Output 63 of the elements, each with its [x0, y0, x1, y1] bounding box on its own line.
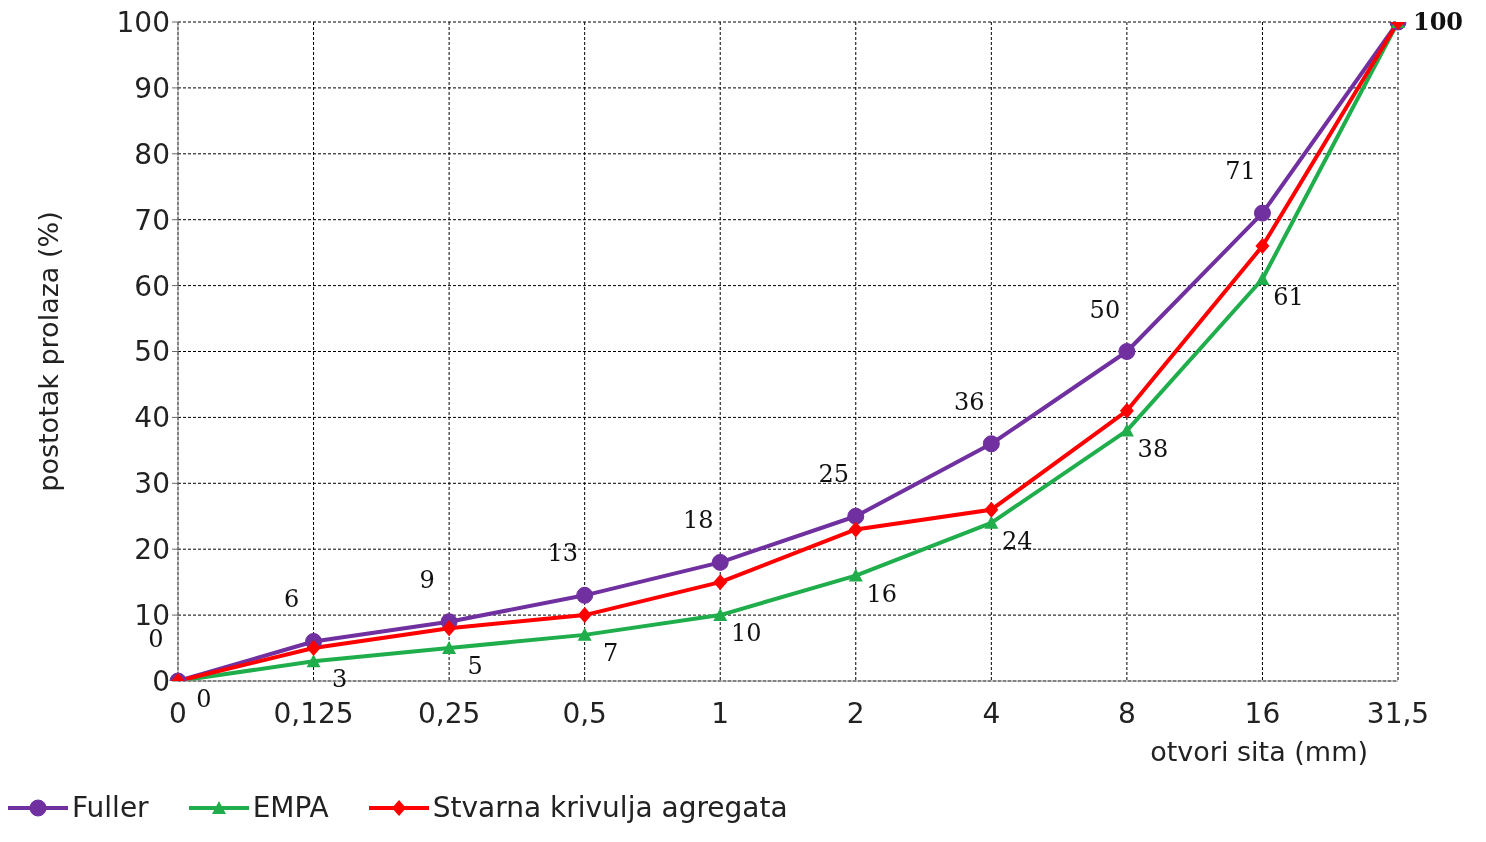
- point: [984, 501, 999, 518]
- y-tick-label: 0: [152, 664, 170, 698]
- point: [442, 620, 457, 637]
- point: [576, 586, 594, 604]
- data-label: 100: [1412, 7, 1464, 36]
- data-label: 7: [603, 638, 619, 667]
- x-axis-title: otvori sita (mm): [1150, 736, 1368, 767]
- y-tick-label: 20: [134, 533, 170, 567]
- data-label: 36: [954, 387, 985, 416]
- x-tick-label: 31,5: [1366, 696, 1430, 730]
- point: [1253, 204, 1271, 222]
- legend-label: EMPA: [252, 791, 329, 824]
- data-label: 5: [467, 652, 483, 681]
- point: [711, 553, 729, 571]
- data-label: 38: [1137, 434, 1169, 463]
- y-tick-label: 70: [134, 203, 170, 237]
- x-tick-label: 1: [711, 696, 730, 730]
- y-tick-label: 50: [134, 335, 170, 369]
- data-label: 9: [419, 565, 435, 594]
- x-tick-label: 16: [1244, 696, 1281, 730]
- data-label: 24: [1002, 526, 1033, 555]
- x-tick-label: 0,25: [417, 696, 481, 730]
- x-tick-label: 0,125: [273, 696, 354, 730]
- point: [984, 515, 999, 529]
- y-tick-label: 100: [116, 5, 170, 39]
- data-label: 50: [1089, 295, 1121, 324]
- point: [1119, 402, 1134, 419]
- point: [847, 507, 865, 525]
- y-tick-label: 40: [134, 401, 170, 435]
- point: [577, 607, 592, 624]
- point: [982, 435, 1000, 453]
- data-label: 18: [682, 506, 714, 535]
- data-label: 10: [730, 619, 762, 648]
- point: [713, 608, 728, 622]
- legend-label: Fuller: [72, 791, 149, 824]
- point: [1119, 423, 1134, 437]
- x-tick-label: 4: [982, 696, 1001, 730]
- point: [306, 640, 321, 657]
- y-tick-label: 90: [134, 71, 170, 105]
- data-label: 61: [1273, 283, 1304, 312]
- point: [442, 641, 457, 655]
- y-tick-label: 80: [134, 137, 170, 171]
- data-label: 71: [1225, 157, 1256, 186]
- x-tick-label: 0,5: [562, 696, 607, 730]
- point: [1118, 343, 1136, 360]
- point: [577, 627, 592, 641]
- point: [713, 574, 728, 591]
- legend-label: Stvarna krivulja agregata: [432, 791, 788, 824]
- point: [1255, 272, 1270, 286]
- y-tick-label: 60: [134, 269, 170, 303]
- point: [848, 568, 863, 582]
- point: [848, 521, 863, 538]
- data-label: 16: [866, 579, 898, 608]
- y-tick-label: 30: [134, 467, 170, 501]
- point: [1255, 238, 1270, 255]
- data-label: 3: [331, 665, 348, 694]
- y-axis-title: postotak prolaza (%): [32, 211, 64, 492]
- x-tick-label: 8: [1117, 696, 1136, 730]
- x-tick-label: 2: [846, 696, 865, 730]
- data-label: 13: [547, 539, 578, 568]
- data-label: 25: [818, 460, 850, 489]
- point: [306, 654, 321, 668]
- data-label: 6: [283, 585, 300, 614]
